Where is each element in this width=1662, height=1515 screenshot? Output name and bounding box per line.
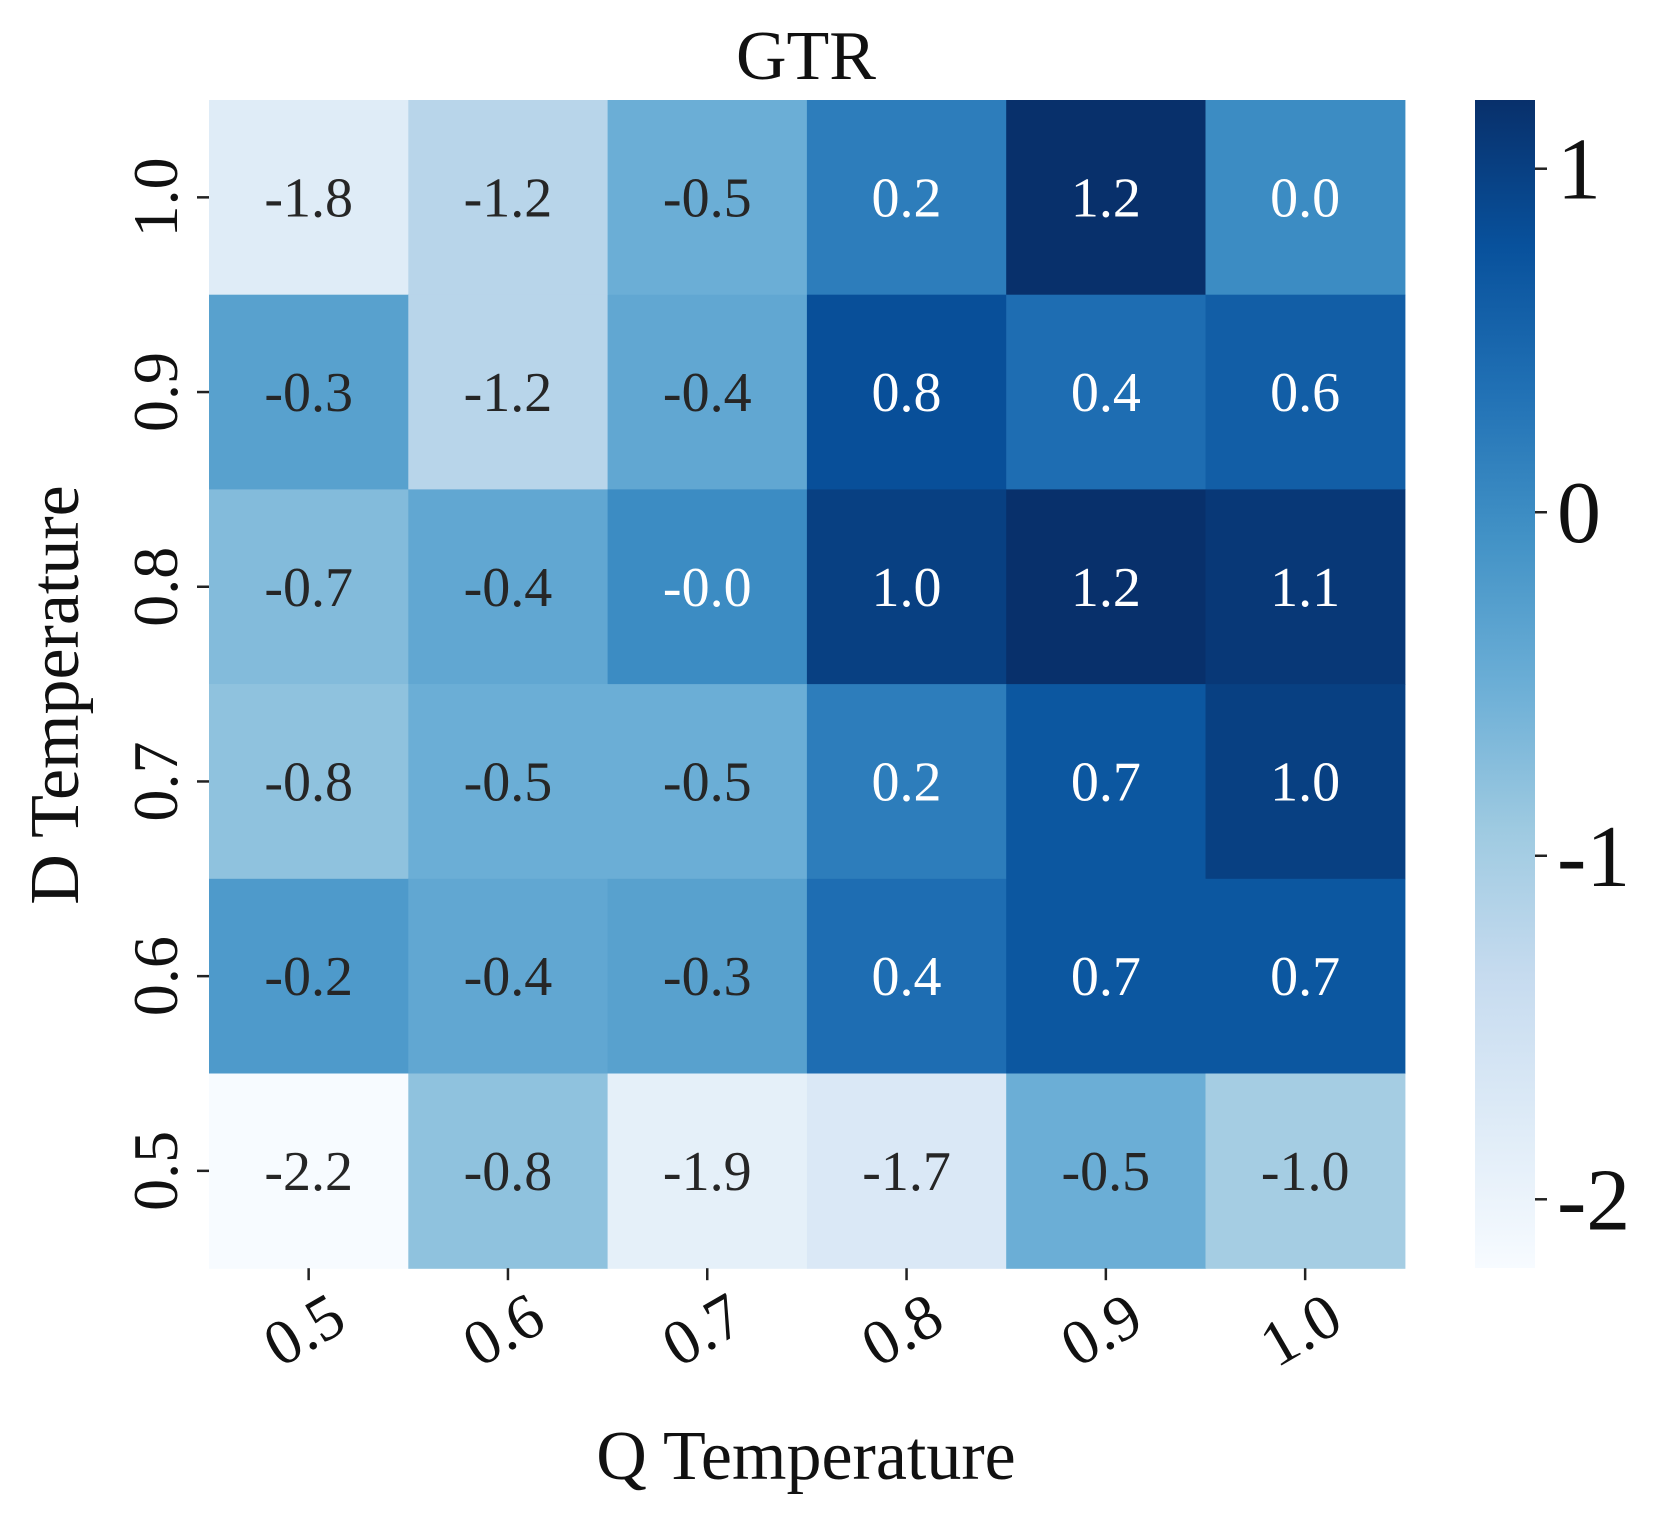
cell-value-label: 0.0 (1270, 167, 1340, 229)
cell-value-label: -1.8 (264, 167, 353, 229)
heatmap-cell (1006, 100, 1207, 296)
cell-value-label: -0.4 (464, 557, 553, 619)
heatmap-cell (806, 1073, 1007, 1269)
heatmap-cell (1205, 489, 1406, 685)
heatmap-cell (209, 878, 409, 1075)
cell-value-label: -0.5 (464, 751, 553, 813)
cell-value-label: 1.0 (1270, 751, 1340, 813)
heatmap-cell (806, 878, 1007, 1075)
cell-value-label: 0.6 (1270, 362, 1340, 424)
heatmap-cell (1205, 684, 1406, 880)
colorbar-tick-label: -1 (1557, 809, 1630, 906)
colorbar-ticks: 1 0 -1 -2 (1535, 122, 1630, 1249)
x-tick-label: 0.5 (252, 1279, 357, 1380)
heatmap-cell (806, 489, 1007, 685)
heatmap-cell (607, 878, 808, 1075)
y-tick-label: 0.8 (120, 547, 191, 627)
heatmap-cell (408, 294, 609, 490)
cell-value-label: 1.0 (872, 557, 942, 619)
heatmap-cell (607, 100, 808, 296)
heatmap-cell (408, 100, 609, 296)
heatmap-cell (607, 294, 808, 490)
heatmap-cell (806, 684, 1007, 880)
y-tick-label: 0.7 (120, 741, 191, 821)
colorbar-tick-label: 1 (1557, 122, 1601, 219)
heatmap-cells: -1.8 -1.2 -0.5 0.2 1.2 0.0 -0.3 -1.2 -0.4 0.8 0.4 0… (209, 100, 1406, 1269)
x-tick-label: 1.0 (1248, 1279, 1353, 1380)
cell-value-label: 0.7 (1270, 946, 1340, 1008)
x-tick-label: 0.7 (650, 1279, 755, 1380)
cell-value-label: -1.2 (464, 167, 553, 229)
cell-value-label: -1.9 (663, 1141, 752, 1203)
y-tick-label: 1.0 (120, 157, 191, 237)
heatmap-cell (1006, 1073, 1207, 1269)
cell-value-label: 0.4 (872, 946, 942, 1008)
heatmap-cell (1205, 100, 1406, 296)
x-axis-ticks: 0.5 0.6 0.7 0.8 0.9 1.0 (252, 1268, 1353, 1380)
cell-value-label: -0.4 (663, 362, 752, 424)
heatmap-cell (1006, 489, 1207, 685)
colorbar-tick-label: -2 (1557, 1152, 1630, 1249)
heatmap-cell (209, 684, 409, 880)
cell-value-label: -0.2 (264, 946, 353, 1008)
heatmap-cell (607, 684, 808, 880)
heatmap-cell (408, 684, 609, 880)
x-tick-label: 0.9 (1049, 1279, 1154, 1380)
cell-value-label: 0.4 (1071, 362, 1141, 424)
cell-value-label: 0.2 (872, 751, 942, 813)
heatmap-cell (209, 100, 409, 296)
cell-value-label: -0.3 (663, 946, 752, 1008)
y-axis-label: D Temperature (17, 485, 94, 904)
heatmap-cell (1205, 294, 1406, 490)
y-axis-ticks: 1.0 0.9 0.8 0.7 0.6 0.5 (120, 157, 209, 1211)
cell-value-label: 1.2 (1071, 167, 1141, 229)
x-axis-label: Q Temperature (596, 1418, 1015, 1495)
cell-value-label: -1.0 (1261, 1141, 1350, 1203)
cell-value-label: -0.3 (264, 362, 353, 424)
heatmap-cell (806, 294, 1007, 490)
cell-value-label: -1.2 (464, 362, 553, 424)
cell-value-label: -0.5 (663, 167, 752, 229)
y-tick-label: 0.5 (120, 1131, 191, 1211)
cell-value-label: 0.2 (872, 167, 942, 229)
colorbar (1475, 100, 1535, 1268)
heatmap-cell (408, 1073, 609, 1269)
cell-value-label: 0.8 (872, 362, 942, 424)
cell-value-label: -0.8 (264, 751, 353, 813)
cell-value-label: 1.2 (1071, 557, 1141, 619)
y-tick-label: 0.6 (120, 936, 191, 1016)
x-tick-label: 0.8 (849, 1279, 954, 1380)
cell-value-label: 0.7 (1071, 751, 1141, 813)
cell-value-label: 0.7 (1071, 946, 1141, 1008)
heatmap-cell (1205, 1073, 1406, 1269)
y-tick-label: 0.9 (120, 352, 191, 432)
cell-value-label: -1.7 (862, 1141, 951, 1203)
heatmap-cell (408, 489, 609, 685)
cell-value-label: -0.7 (264, 557, 353, 619)
cell-value-label: -0.0 (663, 557, 752, 619)
heatmap-cell (209, 294, 409, 490)
heatmap-cell (209, 489, 409, 685)
cell-value-label: -0.4 (464, 946, 553, 1008)
cell-value-label: -0.5 (663, 751, 752, 813)
heatmap-cell (1006, 294, 1207, 490)
chart-title: GTR (736, 18, 876, 95)
heatmap-cell (209, 1073, 409, 1269)
cell-value-label: 1.1 (1270, 557, 1340, 619)
x-tick-label: 0.6 (451, 1279, 556, 1380)
heatmap-cell (408, 878, 609, 1075)
heatmap-cell (806, 100, 1007, 296)
cell-value-label: -0.5 (1062, 1141, 1151, 1203)
heatmap-cell (1205, 878, 1406, 1075)
heatmap-cell (607, 1073, 808, 1269)
heatmap-cell (607, 489, 808, 685)
cell-value-label: -2.2 (264, 1141, 353, 1203)
colorbar-tick-label: 0 (1557, 465, 1601, 562)
heatmap-cell (1006, 684, 1207, 880)
heatmap-cell (1006, 878, 1207, 1075)
cell-value-label: -0.8 (464, 1141, 553, 1203)
